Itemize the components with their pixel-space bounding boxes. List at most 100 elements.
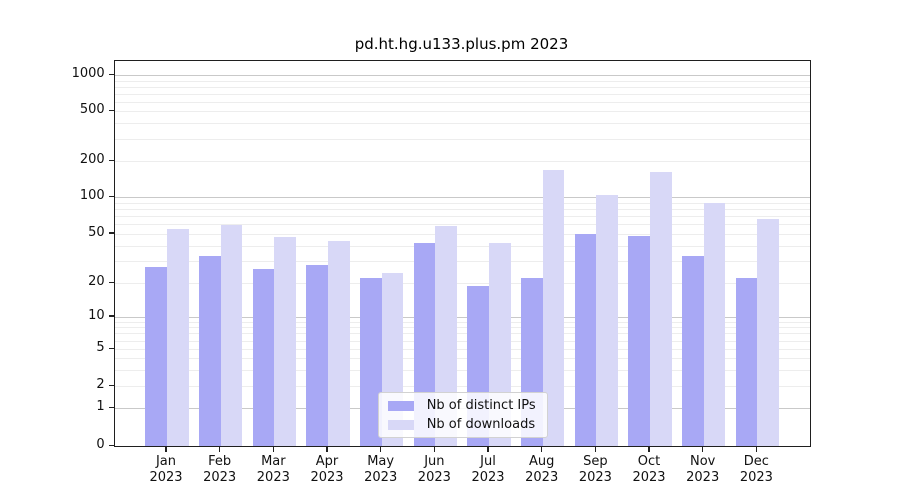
y-tick-mark [108,406,114,409]
bar-dec-downloads [757,219,780,446]
x-tick-mark [379,446,382,452]
legend-row: Nb of downloads [379,417,547,432]
bar-oct-distinct-ips [628,235,650,446]
x-tick-label-feb: Feb 2023 [193,454,247,486]
gridline-minor [114,386,811,388]
x-tick-label-year: 2023 [417,470,451,485]
bar-feb-downloads [220,225,243,446]
bar-sep-distinct-ips [574,233,597,446]
x-tick-label-may: May 2023 [354,454,408,486]
y-tick-mark [108,444,114,446]
bar-dec-distinct-ips [735,278,758,446]
gridline-minor [114,209,811,211]
y-tick-label: 5 [96,340,105,356]
x-tick-label-jan: Jan 2023 [139,454,193,486]
chart-title: pd.ht.hg.u133.plus.pm 2023 [354,35,569,53]
x-tick-mark [702,446,704,452]
gridline-minor [114,101,811,103]
legend-swatch-downloads [387,419,414,430]
y-tick-mark [108,347,114,350]
x-tick-mark [218,446,221,452]
x-tick-label-year: 2023 [310,470,344,485]
gridline-minor [114,93,811,95]
x-tick-label-year: 2023 [149,470,183,485]
y-tick-mark [108,159,114,161]
x-tick-mark [433,446,436,452]
bar-mar-distinct-ips [252,269,275,446]
x-tick-label-dec: Dec 2023 [729,454,783,486]
gridline-minor [114,283,811,285]
bar-mar-downloads [274,237,296,446]
gridline-minor [114,333,811,335]
bar-oct-downloads [650,171,672,446]
y-tick-label: 1000 [71,66,105,81]
legend-row: Nb of distinct IPs [379,398,547,413]
x-tick-label-jun: Jun 2023 [407,454,461,486]
x-tick-mark [272,446,275,452]
y-tick-mark [108,281,114,284]
gridline-minor [114,245,811,247]
gridline-minor [114,327,811,329]
bar-nov-distinct-ips [681,256,704,446]
gridline-minor [114,261,811,263]
x-tick-label-nov: Nov 2023 [676,454,730,486]
gridline-minor [114,139,811,140]
x-tick-label-year: 2023 [739,470,773,485]
plot-area: Nb of distinct IPs Nb of downloads [113,60,812,447]
x-tick-mark [540,446,543,452]
y-tick-label: 500 [79,102,105,118]
x-tick-label-mar: Mar 2023 [246,454,300,486]
gridline-minor [114,358,811,360]
legend-swatch-distinct-ips [387,400,414,411]
gridline-major [114,197,811,199]
x-tick-label-year: 2023 [364,470,398,485]
y-tick-mark [108,73,114,75]
gridline-minor [114,224,811,226]
y-tick-mark [108,109,114,112]
x-tick-mark [487,446,489,452]
gridline-minor [114,233,811,235]
bar-jan-downloads [166,228,189,446]
x-tick-label-sep: Sep 2023 [568,454,622,486]
bar-aug-downloads [542,170,565,446]
gridline-minor [114,161,811,162]
y-tick-label: 10 [88,307,105,323]
gridline-minor [114,321,811,323]
y-tick-label: 50 [88,224,105,240]
x-tick-label-year: 2023 [632,470,666,485]
x-tick-label-jul: Jul 2023 [461,454,515,486]
x-tick-label-year: 2023 [256,470,290,485]
y-tick-mark [108,232,114,234]
y-tick-mark [108,195,114,198]
y-tick-mark [108,315,114,317]
x-tick-label-year: 2023 [578,470,612,485]
legend-label: Nb of distinct IPs [426,398,536,413]
x-tick-mark [648,446,650,452]
bar-may-distinct-ips [359,278,382,446]
y-tick-label: 200 [79,152,105,167]
x-tick-label-year: 2023 [471,470,505,485]
bar-apr-downloads [327,240,350,446]
x-tick-mark [594,446,597,452]
gridline-major [114,75,811,76]
y-tick-label: 0 [96,437,105,452]
y-tick-label: 2 [96,377,105,393]
x-tick-label-oct: Oct 2023 [622,454,676,486]
x-tick-label-apr: Apr 2023 [300,454,354,486]
gridline-major [114,316,811,318]
y-tick-label: 1 [96,399,105,415]
bar-nov-downloads [703,202,726,446]
gridline-minor [114,216,811,218]
x-tick-label-aug: Aug 2023 [515,454,569,486]
bar-jun-downloads [435,225,458,446]
x-tick-label-year: 2023 [525,470,559,485]
x-tick-label-year: 2023 [203,470,237,485]
bar-jan-distinct-ips [145,267,167,446]
x-tick-mark [326,446,328,452]
gridline-minor [114,86,811,88]
gridline-minor [114,111,811,113]
y-tick-label: 20 [88,274,105,290]
gridline-minor [114,340,811,342]
y-tick-mark [108,384,114,387]
